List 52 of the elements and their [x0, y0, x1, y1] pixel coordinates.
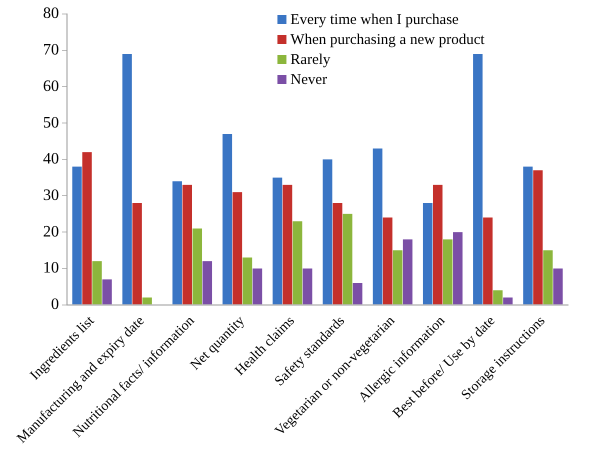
bar — [493, 290, 503, 304]
bar — [192, 228, 202, 304]
bar — [483, 218, 493, 304]
bar — [292, 221, 302, 304]
bar — [252, 268, 262, 304]
bar — [282, 184, 292, 304]
bar — [443, 239, 453, 304]
bar — [302, 268, 312, 304]
legend-label: Rarely — [290, 52, 331, 68]
bar — [553, 268, 563, 304]
y-tick-label: 30 — [43, 186, 59, 204]
bar — [523, 166, 533, 304]
bar — [242, 258, 252, 304]
bar — [352, 282, 362, 304]
bar — [202, 261, 212, 304]
bar — [432, 184, 442, 304]
bar — [232, 192, 242, 304]
bar — [142, 298, 152, 304]
bar — [172, 181, 182, 304]
bar — [122, 54, 132, 304]
bar — [82, 152, 92, 304]
y-tick-label: 10 — [43, 260, 59, 277]
bar — [422, 203, 432, 304]
bar — [132, 203, 142, 304]
bar — [372, 148, 382, 304]
y-tick-label: 80 — [43, 5, 59, 22]
bar — [392, 250, 402, 304]
bar — [533, 170, 543, 304]
bar — [503, 298, 513, 304]
bar — [222, 134, 232, 304]
bar — [543, 250, 553, 304]
legend-label: When purchasing a new product — [290, 32, 486, 48]
bar — [402, 239, 412, 304]
bar — [102, 279, 112, 304]
bar — [182, 184, 192, 304]
y-tick-label: 20 — [43, 223, 59, 240]
y-tick-label: 40 — [43, 150, 59, 168]
bar — [453, 232, 463, 304]
legend-label: Every time when I purchase — [290, 12, 460, 28]
bar — [332, 203, 342, 304]
bar — [272, 178, 282, 304]
bar — [322, 159, 332, 304]
bar — [92, 261, 102, 304]
bar — [72, 166, 82, 304]
y-tick-label: 70 — [43, 42, 59, 59]
y-tick-label: 50 — [43, 114, 59, 132]
bar — [382, 218, 392, 304]
y-tick-label: 0 — [51, 296, 59, 313]
y-tick-label: 60 — [43, 78, 59, 95]
legend-label: Never — [290, 72, 328, 88]
bar — [342, 214, 352, 304]
bar — [473, 54, 483, 304]
